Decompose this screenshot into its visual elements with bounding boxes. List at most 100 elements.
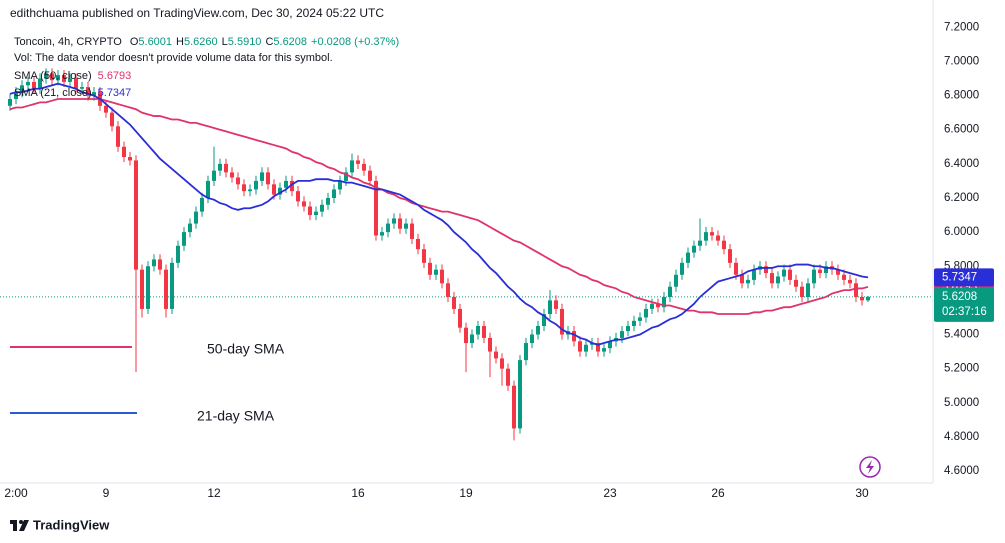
y-tick-label: 4.8000: [944, 431, 979, 443]
candle-body: [602, 348, 606, 352]
candle-body: [800, 286, 804, 297]
candle-body: [452, 296, 456, 309]
candles: [8, 68, 870, 441]
candle-body: [662, 296, 666, 308]
y-tick-label: 5.4000: [944, 329, 979, 341]
candle-body: [62, 75, 66, 82]
y-tick-label: 7.0000: [944, 55, 979, 67]
x-tick-label: 30: [855, 486, 869, 500]
candle-body: [410, 223, 414, 239]
candle-body: [680, 262, 684, 275]
candle-body: [38, 78, 42, 89]
ohlc-label: O: [130, 36, 139, 48]
x-tick-label: 23: [603, 486, 617, 500]
countdown: 02:37:16: [942, 306, 987, 318]
candle-body: [368, 170, 372, 181]
alert-icon[interactable]: [859, 456, 881, 478]
sma-line: [9, 98, 869, 315]
candle-body: [542, 314, 546, 326]
x-tick-label: 9: [103, 486, 110, 500]
candle-body: [338, 180, 342, 190]
y-tick-label: 6.6000: [944, 124, 979, 136]
candle-body: [854, 283, 858, 297]
candle-body: [806, 283, 810, 297]
x-tick-label: 26: [711, 486, 725, 500]
sma-legend-name: SMA (21, close): [14, 87, 92, 99]
candle-body: [416, 238, 420, 250]
candle-body: [242, 184, 246, 192]
symbol: Toncoin, 4h, CRYPTO: [14, 36, 122, 48]
candle-body: [848, 279, 852, 284]
candle-body: [548, 300, 552, 315]
sma-legend-value: 5.7347: [98, 87, 132, 99]
ohlc-value: 5.6001: [138, 36, 172, 48]
candle-body: [656, 303, 660, 308]
candle-body: [686, 252, 690, 263]
candle-body: [218, 163, 222, 171]
candle-body: [50, 73, 54, 81]
symbol-legend: Toncoin, 4h, CRYPTO O5.6001 H5.6260 L5.5910…: [14, 36, 399, 48]
candle-body: [212, 170, 216, 181]
candle-body: [8, 98, 12, 106]
candle-body: [554, 300, 558, 309]
candle-body: [296, 191, 300, 202]
candle-body: [104, 105, 108, 113]
candle-body: [620, 331, 624, 338]
candle-body: [332, 189, 336, 198]
candle-body: [206, 180, 210, 198]
candle-body: [146, 266, 150, 309]
candle-body: [836, 269, 840, 275]
candle-body: [86, 87, 90, 96]
y-tick-label: 7.2000: [944, 21, 979, 33]
candle-body: [284, 180, 288, 188]
candle-body: [200, 197, 204, 212]
candle-body: [866, 296, 870, 301]
y-tick-label: 5.0000: [944, 397, 979, 409]
candle-body: [740, 274, 744, 284]
candle-body: [110, 112, 114, 127]
x-tick-label: 19: [459, 486, 473, 500]
candle-body: [698, 240, 702, 246]
candle-body: [134, 160, 138, 270]
candle-body: [782, 269, 786, 277]
candle-body: [584, 344, 588, 352]
y-tick-label: 6.0000: [944, 226, 979, 238]
y-tick-label: 6.2000: [944, 192, 979, 204]
candle-body: [500, 358, 504, 369]
candle-body: [476, 325, 480, 335]
y-tick-label: 6.4000: [944, 158, 979, 170]
annotation-text: 21-day SMA: [197, 408, 275, 424]
candle-body: [152, 259, 156, 267]
candle-body: [632, 320, 636, 326]
candle-body: [572, 331, 576, 342]
candle-body: [668, 286, 672, 297]
candle-body: [248, 189, 252, 192]
candle-body: [272, 184, 276, 195]
ohlc-value: 5.6260: [184, 36, 218, 48]
candle-body: [236, 177, 240, 185]
y-tick-label: 4.6000: [944, 465, 979, 477]
candle-body: [596, 343, 600, 352]
candle-body: [458, 308, 462, 328]
candle-body: [464, 327, 468, 344]
price-axis-label-box: [934, 268, 994, 287]
price-axis-label-box: [934, 287, 994, 322]
candle-body: [176, 245, 180, 263]
sma-legend-name: SMA (50, close): [14, 70, 92, 82]
candle-body: [128, 157, 132, 161]
candle-body: [356, 160, 360, 164]
candle-body: [638, 317, 642, 321]
candle-body: [158, 259, 162, 270]
candle-body: [164, 269, 168, 309]
x-tick-label: 12: [207, 486, 221, 500]
candle-body: [140, 269, 144, 309]
candle-body: [824, 266, 828, 274]
change: +0.0208 (+0.37%): [311, 36, 399, 48]
candle-body: [722, 240, 726, 250]
alert-icon-bolt: [866, 460, 874, 474]
sma-legend-value: 5.6793: [98, 70, 132, 82]
candle-body: [320, 204, 324, 212]
candle-body: [842, 274, 846, 280]
candle-body: [650, 303, 654, 309]
